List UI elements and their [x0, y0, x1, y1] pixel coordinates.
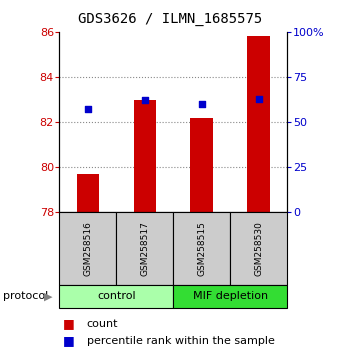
- Bar: [190, 118, 213, 212]
- Text: ■: ■: [63, 318, 75, 330]
- Bar: [76, 174, 99, 212]
- Text: GSM258515: GSM258515: [198, 221, 206, 276]
- Bar: [248, 36, 270, 212]
- Text: GSM258516: GSM258516: [84, 221, 92, 276]
- Text: ▶: ▶: [44, 291, 53, 302]
- Text: GDS3626 / ILMN_1685575: GDS3626 / ILMN_1685575: [78, 12, 262, 27]
- Point: [85, 107, 91, 112]
- Text: control: control: [97, 291, 136, 302]
- Text: GSM258530: GSM258530: [254, 221, 263, 276]
- Text: percentile rank within the sample: percentile rank within the sample: [87, 336, 275, 346]
- Text: MIF depletion: MIF depletion: [193, 291, 268, 302]
- Text: GSM258517: GSM258517: [140, 221, 149, 276]
- Bar: [116, 212, 173, 285]
- Bar: [59, 212, 116, 285]
- Point: [256, 96, 261, 102]
- Text: ■: ■: [63, 334, 75, 347]
- Bar: [134, 99, 156, 212]
- Point: [199, 101, 205, 107]
- Bar: [173, 212, 231, 285]
- Bar: [173, 285, 287, 308]
- Bar: [59, 285, 173, 308]
- Text: protocol: protocol: [3, 291, 49, 302]
- Text: count: count: [87, 319, 118, 329]
- Point: [142, 98, 148, 103]
- Bar: [231, 212, 287, 285]
